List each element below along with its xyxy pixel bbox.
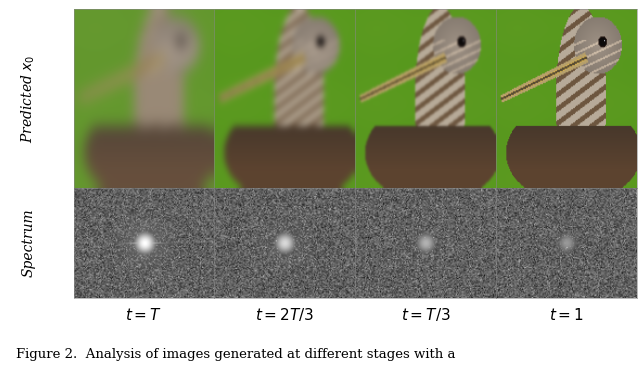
Text: Spectrum: Spectrum <box>22 209 36 277</box>
Text: $t = T$: $t = T$ <box>125 307 163 323</box>
Text: $t = T/3$: $t = T/3$ <box>401 307 451 323</box>
Text: $t = 2T/3$: $t = 2T/3$ <box>255 307 314 323</box>
Text: Figure 2.  Analysis of images generated at different stages with a: Figure 2. Analysis of images generated a… <box>16 348 456 361</box>
Text: Predicted $x_0$: Predicted $x_0$ <box>20 54 38 142</box>
Text: $t = 1$: $t = 1$ <box>549 307 584 323</box>
